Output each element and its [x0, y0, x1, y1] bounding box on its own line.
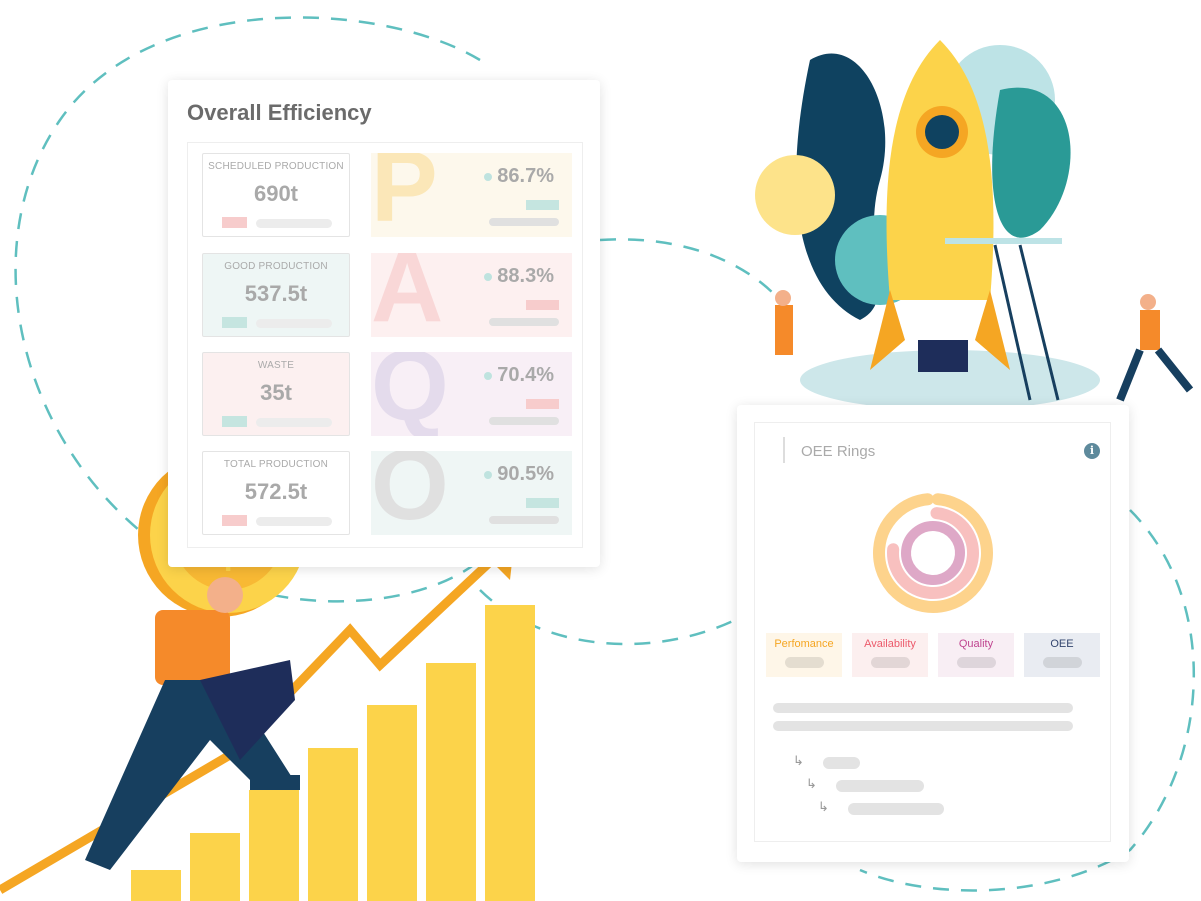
legend-label: Quality [958, 638, 994, 650]
sub-arrow-icon: ↳ [806, 776, 817, 791]
oee-panel: OEE Rings i Perfomance Availability Qual… [754, 422, 1111, 842]
dot-icon [484, 371, 493, 380]
oee-rings-card: OEE Rings i Perfomance Availability Qual… [737, 405, 1129, 862]
title-divider [783, 437, 785, 463]
percent-value: 70.4% [497, 364, 554, 386]
factor-letter: P [371, 153, 438, 237]
metric-label: TOTAL PRODUCTION [223, 459, 329, 470]
factor-box: A 88.3% [371, 253, 572, 337]
ring-perfomance [873, 493, 993, 614]
dashed-path-middle [599, 238, 776, 296]
metric-swatch [222, 416, 247, 427]
legend-label: Perfomance [774, 638, 834, 650]
sub-arrow-icon: ↳ [818, 799, 829, 814]
metric-swatch [222, 317, 247, 328]
legend-item: Quality [938, 633, 1014, 677]
factor-box: P 86.7% [371, 153, 572, 237]
placeholder-line [489, 417, 559, 425]
metric-swatch [222, 217, 247, 228]
factor-swatch [526, 498, 559, 508]
placeholder-line [489, 516, 559, 524]
placeholder-pill [1042, 657, 1082, 668]
placeholder-pill [870, 657, 910, 668]
placeholder-line [256, 319, 332, 328]
factor-box: Q 70.4% [371, 352, 572, 436]
dashed-circle-left [14, 16, 481, 603]
dot-icon [484, 172, 493, 181]
percent-value: 90.5% [497, 463, 554, 485]
percent-value: 86.7% [497, 165, 554, 187]
metric-label: WASTE [257, 360, 295, 371]
placeholder-line [773, 721, 1073, 731]
metric-box: SCHEDULED PRODUCTION 690t [202, 153, 350, 237]
placeholder-line [823, 757, 860, 769]
factor-swatch [526, 200, 559, 210]
factor-swatch [526, 399, 559, 409]
legend-label: OEE [1050, 638, 1074, 650]
info-icon[interactable]: i [1084, 443, 1100, 459]
card-title: OEE Rings [801, 443, 876, 460]
oee-rings-chart [873, 493, 993, 614]
factor-box: O 90.5% [371, 451, 572, 535]
placeholder-line [256, 418, 332, 427]
placeholder-line [489, 218, 559, 226]
efficiency-panel: SCHEDULED PRODUCTION 690t GOOD PRODUCTIO… [187, 142, 583, 548]
metric-value: 572.5t [244, 479, 308, 504]
metric-box: TOTAL PRODUCTION 572.5t [202, 451, 350, 535]
dot-icon [484, 470, 493, 479]
metric-value: 537.5t [244, 281, 308, 306]
overall-efficiency-card: Overall Efficiency SCHEDULED PRODUCTION … [168, 80, 600, 567]
ring-availability [887, 507, 979, 600]
placeholder-line [256, 219, 332, 228]
ring-quality [901, 521, 965, 586]
legend-item: Availability [852, 633, 928, 677]
placeholder-line [256, 517, 332, 526]
legend-label: Availability [864, 638, 916, 650]
placeholder-line [489, 318, 559, 326]
rocket-scene [755, 40, 1194, 410]
metric-value: 690t [253, 181, 299, 206]
metric-value: 35t [260, 380, 292, 405]
metric-label: GOOD PRODUCTION [224, 261, 328, 272]
placeholder-line [848, 803, 944, 815]
placeholder-line [836, 780, 924, 792]
percent-value: 88.3% [497, 265, 554, 287]
factor-letter: O [371, 451, 449, 535]
factor-percent: 90.5% [484, 463, 554, 486]
metric-swatch [222, 515, 247, 526]
placeholder-pill [956, 657, 996, 668]
placeholder-pill [784, 657, 824, 668]
legend-item: OEE [1024, 633, 1100, 677]
factor-letter: A [371, 253, 444, 337]
factor-percent: 70.4% [484, 364, 554, 387]
sub-arrow-icon: ↳ [793, 753, 804, 768]
dot-icon [484, 272, 493, 281]
dashed-circle-right [859, 509, 1196, 892]
metric-box: GOOD PRODUCTION 537.5t [202, 253, 350, 337]
factor-letter: Q [371, 352, 449, 436]
factor-swatch [526, 300, 559, 310]
factor-percent: 86.7% [484, 165, 554, 188]
legend-item: Perfomance [766, 633, 842, 677]
metric-label: SCHEDULED PRODUCTION [208, 161, 344, 172]
placeholder-line [773, 703, 1073, 713]
card-title: Overall Efficiency [187, 100, 372, 125]
metric-box: WASTE 35t [202, 352, 350, 436]
growth-bars [131, 605, 535, 901]
factor-percent: 88.3% [484, 265, 554, 288]
